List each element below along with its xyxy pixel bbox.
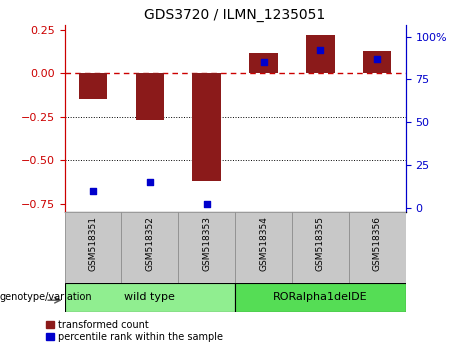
Bar: [306, 35, 335, 73]
Text: GSM518355: GSM518355: [316, 216, 325, 271]
Bar: [249, 53, 278, 73]
Bar: [235, 283, 406, 312]
Text: genotype/variation: genotype/variation: [0, 292, 93, 302]
Text: wild type: wild type: [124, 292, 175, 302]
Point: [373, 56, 381, 62]
Bar: [65, 212, 121, 283]
Text: GSM518354: GSM518354: [259, 216, 268, 271]
Bar: [193, 73, 221, 181]
Point: [146, 179, 154, 185]
Text: GSM518352: GSM518352: [145, 216, 154, 271]
Bar: [178, 212, 235, 283]
Bar: [65, 283, 235, 312]
Text: RORalpha1delDE: RORalpha1delDE: [273, 292, 368, 302]
Bar: [136, 73, 164, 120]
Text: GSM518356: GSM518356: [373, 216, 382, 271]
Text: GSM518353: GSM518353: [202, 216, 211, 271]
Point: [260, 59, 267, 65]
Bar: [292, 212, 349, 283]
Text: GSM518351: GSM518351: [89, 216, 97, 271]
Bar: [349, 212, 406, 283]
Legend: transformed count, percentile rank within the sample: transformed count, percentile rank withi…: [47, 320, 223, 342]
Bar: [121, 212, 178, 283]
Bar: [79, 73, 107, 99]
Bar: [235, 212, 292, 283]
Point: [203, 201, 210, 207]
Title: GDS3720 / ILMN_1235051: GDS3720 / ILMN_1235051: [144, 8, 326, 22]
Bar: [363, 51, 391, 73]
Point: [317, 47, 324, 53]
Point: [89, 188, 97, 193]
